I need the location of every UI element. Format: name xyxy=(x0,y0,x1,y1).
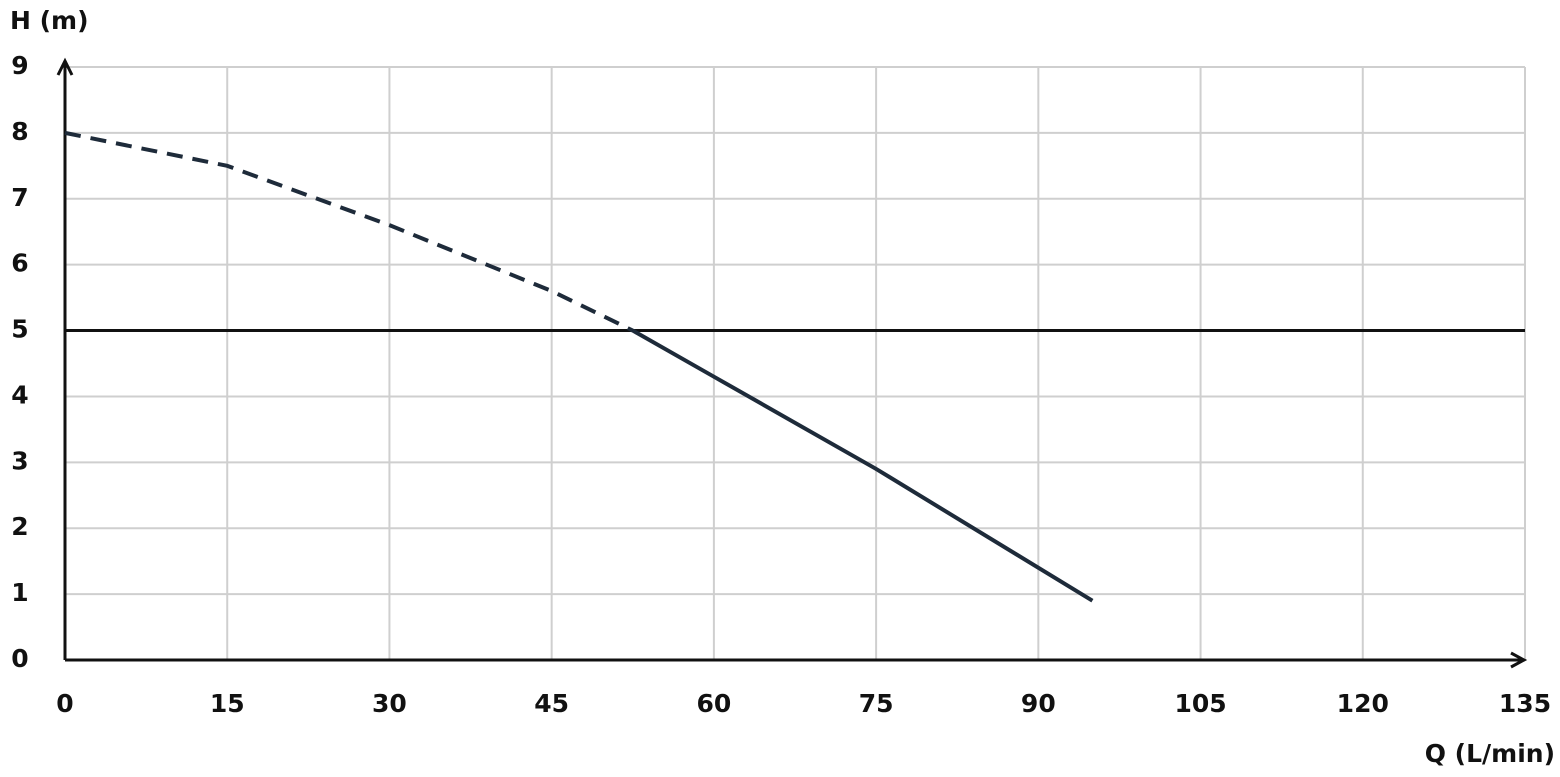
y-axis-arrow xyxy=(56,57,74,76)
y-tick-label: 2 xyxy=(11,512,28,541)
y-tick-label: 7 xyxy=(11,183,28,212)
x-tick-label: 30 xyxy=(372,689,407,718)
y-tick-label: 5 xyxy=(11,315,28,344)
y-tick-label: 9 xyxy=(11,51,28,80)
curve xyxy=(64,130,634,333)
y-tick-label: 6 xyxy=(11,249,28,278)
y-tick-label: 4 xyxy=(11,380,28,409)
x-tick-label: 45 xyxy=(534,689,569,718)
y-tick-label: 3 xyxy=(11,446,28,475)
x-tick-label: 60 xyxy=(696,689,731,718)
x-tick-label: 75 xyxy=(859,689,894,718)
x-tick-label: 105 xyxy=(1174,689,1226,718)
x-tick-label: 135 xyxy=(1499,689,1551,718)
x-tick-label: 0 xyxy=(56,689,73,718)
y-axis-label: H (m) xyxy=(10,6,89,35)
y-tick-label: 0 xyxy=(11,644,28,673)
x-axis-arrow xyxy=(1510,651,1528,669)
x-tick-label: 120 xyxy=(1337,689,1389,718)
x-axis-label: Q (L/min) xyxy=(1425,739,1555,768)
x-tick-label: 15 xyxy=(210,689,245,718)
y-tick-label: 1 xyxy=(11,578,28,607)
y-tick-label: 8 xyxy=(11,117,28,146)
curve xyxy=(631,328,1094,603)
x-tick-label: 90 xyxy=(1021,689,1056,718)
